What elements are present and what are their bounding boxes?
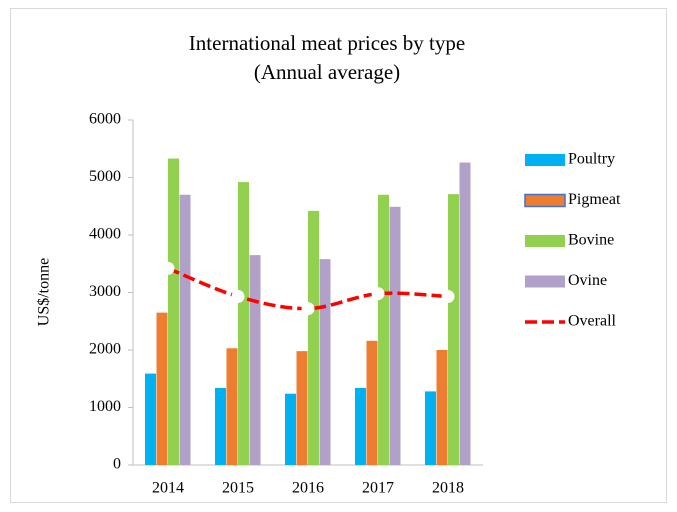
bar [168,158,179,465]
chart-frame [10,8,667,503]
bar [285,393,296,465]
legend-label: Bovine [568,232,614,249]
bar [308,210,319,465]
bar [249,255,261,465]
x-tick-label: 2015 [222,480,254,497]
chart-subtitle: (Annual average) [254,60,400,84]
legend-swatch [525,154,565,166]
line-marker [231,290,245,304]
bar [156,312,168,465]
legend-label: Pigmeat [568,191,621,208]
chart-title: International meat prices by type [189,31,465,55]
line-marker [161,261,175,275]
line-marker [371,287,385,301]
y-tick-label: 2000 [89,341,121,358]
line-marker [441,290,455,304]
line-marker [301,302,315,316]
bar [355,387,366,465]
bar [389,206,401,465]
legend-swatch [524,193,566,208]
bar [366,340,378,465]
legend-label: Poultry [568,151,615,168]
bar [436,350,448,465]
legend-swatch [525,235,565,247]
y-tick-label: 6000 [89,111,121,128]
bar [215,387,226,465]
legend-label: Overall [568,313,617,330]
bar [459,162,471,466]
x-tick-label: 2014 [152,480,184,497]
x-tick-label: 2018 [432,480,464,497]
bar [425,391,436,465]
bar [238,182,249,465]
bar [179,194,191,465]
bar [378,194,389,465]
y-axis-title: US$/tonne [36,258,53,326]
legend-label: Ovine [568,272,607,289]
bar [448,194,459,466]
y-tick-label: 5000 [89,168,121,185]
y-tick-label: 1000 [89,398,121,415]
x-tick-label: 2017 [362,480,394,497]
bar [319,259,331,465]
y-tick-label: 0 [113,456,121,473]
y-tick-label: 4000 [89,226,121,243]
bar [296,351,308,465]
bar [145,373,156,465]
x-tick-label: 2016 [292,480,324,497]
y-tick-label: 3000 [89,283,121,300]
legend-swatch [525,275,565,288]
bar [226,348,238,465]
